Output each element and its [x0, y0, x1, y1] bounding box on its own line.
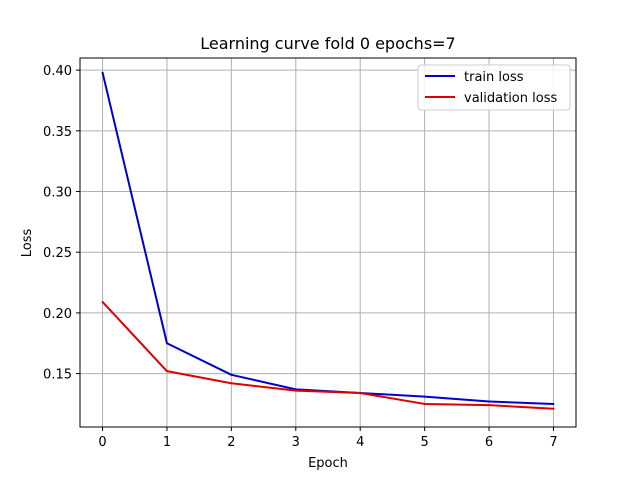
data-point-validation-loss	[294, 389, 297, 392]
data-point-validation-loss	[359, 392, 362, 395]
series-line-validation-loss	[101, 301, 554, 410]
x-tick-label: 7	[549, 435, 557, 450]
data-point-train-loss	[552, 402, 555, 405]
data-point-train-loss	[230, 373, 233, 376]
x-tick-label: 0	[98, 435, 106, 450]
legend-box	[417, 64, 571, 111]
y-tick-label: 0.35	[43, 125, 72, 140]
data-point-train-loss	[165, 342, 168, 345]
y-tick-label: 0.40	[43, 64, 72, 79]
y-tick-label: 0.30	[43, 186, 72, 201]
legend-label-train-loss: train loss	[464, 70, 524, 85]
y-tick-label: 0.15	[43, 368, 72, 383]
plot-frame	[79, 57, 577, 428]
x-tick-label: 5	[420, 435, 428, 450]
y-axis-label: Loss	[20, 229, 35, 258]
y-tick-label: 0.20	[43, 307, 72, 322]
data-point-train-loss	[423, 395, 426, 398]
data-point-validation-loss	[423, 402, 426, 405]
x-tick-label: 6	[485, 435, 493, 450]
series-layer	[101, 71, 555, 410]
grid	[80, 58, 576, 427]
data-point-validation-loss	[552, 407, 555, 410]
data-point-validation-loss	[230, 382, 233, 385]
x-tick-label: 2	[227, 435, 235, 450]
data-point-train-loss	[101, 71, 104, 74]
data-point-validation-loss	[101, 300, 104, 303]
data-point-validation-loss	[488, 404, 491, 407]
x-tick-label: 3	[292, 435, 300, 450]
y-tick-label: 0.25	[43, 246, 72, 261]
data-point-train-loss	[488, 400, 491, 403]
x-tick-label: 1	[163, 435, 171, 450]
data-point-validation-loss	[165, 370, 168, 373]
x-axis-label: Epoch	[308, 456, 348, 471]
x-tick-label: 4	[356, 435, 364, 450]
chart-title: Learning curve fold 0 epochs=7	[200, 34, 455, 53]
axis-ticks: 0 1 2 3 4 5 6 7 0.15 0.20 0.25 0.30 0.35 0.40	[43, 64, 558, 450]
legend: train loss validation loss	[417, 64, 571, 111]
legend-label-validation-loss: validation loss	[464, 91, 557, 106]
